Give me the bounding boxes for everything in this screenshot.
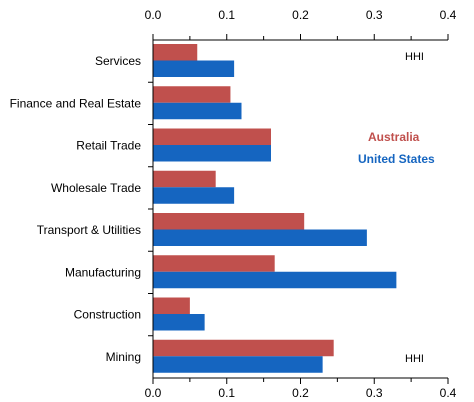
- x-tick-label-top: 0.3: [366, 8, 383, 22]
- x-tick-label-top: 0.0: [145, 8, 162, 22]
- bar-united-states-transport-utilities: [153, 229, 367, 246]
- x-tick-label-bottom: 0.4: [440, 386, 457, 400]
- labels-layer: Services Finance and Real Estate Retail Tr…: [10, 8, 457, 400]
- bar-united-states-mining: [153, 356, 323, 373]
- bar-australia-manufacturing: [153, 255, 275, 272]
- category-label: Retail Trade: [76, 139, 141, 153]
- axes-layer: [148, 34, 449, 384]
- category-label: Mining: [106, 350, 141, 364]
- bar-australia-mining: [153, 339, 334, 357]
- bar-australia-construction: [153, 297, 190, 314]
- category-label: Manufacturing: [65, 265, 141, 279]
- bar-australia-services: [153, 44, 198, 61]
- bar-united-states-finance-and-real-estate: [153, 102, 242, 120]
- x-tick-label-bottom: 0.2: [292, 386, 309, 400]
- legend-united-states: United States: [358, 152, 435, 166]
- x-tick-label-bottom: 0.0: [145, 386, 162, 400]
- bar-united-states-wholesale-trade: [153, 187, 235, 204]
- category-label: Construction: [74, 308, 141, 322]
- bar-australia-retail-trade: [153, 128, 271, 145]
- category-label: Finance and Real Estate: [10, 96, 142, 110]
- bar-australia-wholesale-trade: [153, 170, 216, 188]
- x-tick-label-bottom: 0.1: [218, 386, 235, 400]
- bar-australia-transport-utilities: [153, 213, 305, 230]
- bars-layer: [153, 44, 397, 373]
- x-tick-label-top: 0.2: [292, 8, 309, 22]
- bar-united-states-retail-trade: [153, 145, 271, 162]
- x-tick-label-top: 0.4: [440, 8, 457, 22]
- category-label: Transport & Utilities: [37, 223, 141, 237]
- legend-australia: Australia: [368, 130, 420, 144]
- bar-united-states-services: [153, 60, 235, 77]
- bar-united-states-construction: [153, 314, 205, 331]
- category-label: Wholesale Trade: [51, 181, 141, 195]
- bar-australia-finance-and-real-estate: [153, 86, 231, 103]
- hhi-annotation-bottom: HHI: [405, 353, 424, 365]
- category-label: Services: [95, 54, 141, 68]
- hhi-annotation-top: HHI: [405, 51, 424, 63]
- x-tick-label-top: 0.1: [218, 8, 235, 22]
- x-tick-label-bottom: 0.3: [366, 386, 383, 400]
- bar-united-states-manufacturing: [153, 271, 397, 289]
